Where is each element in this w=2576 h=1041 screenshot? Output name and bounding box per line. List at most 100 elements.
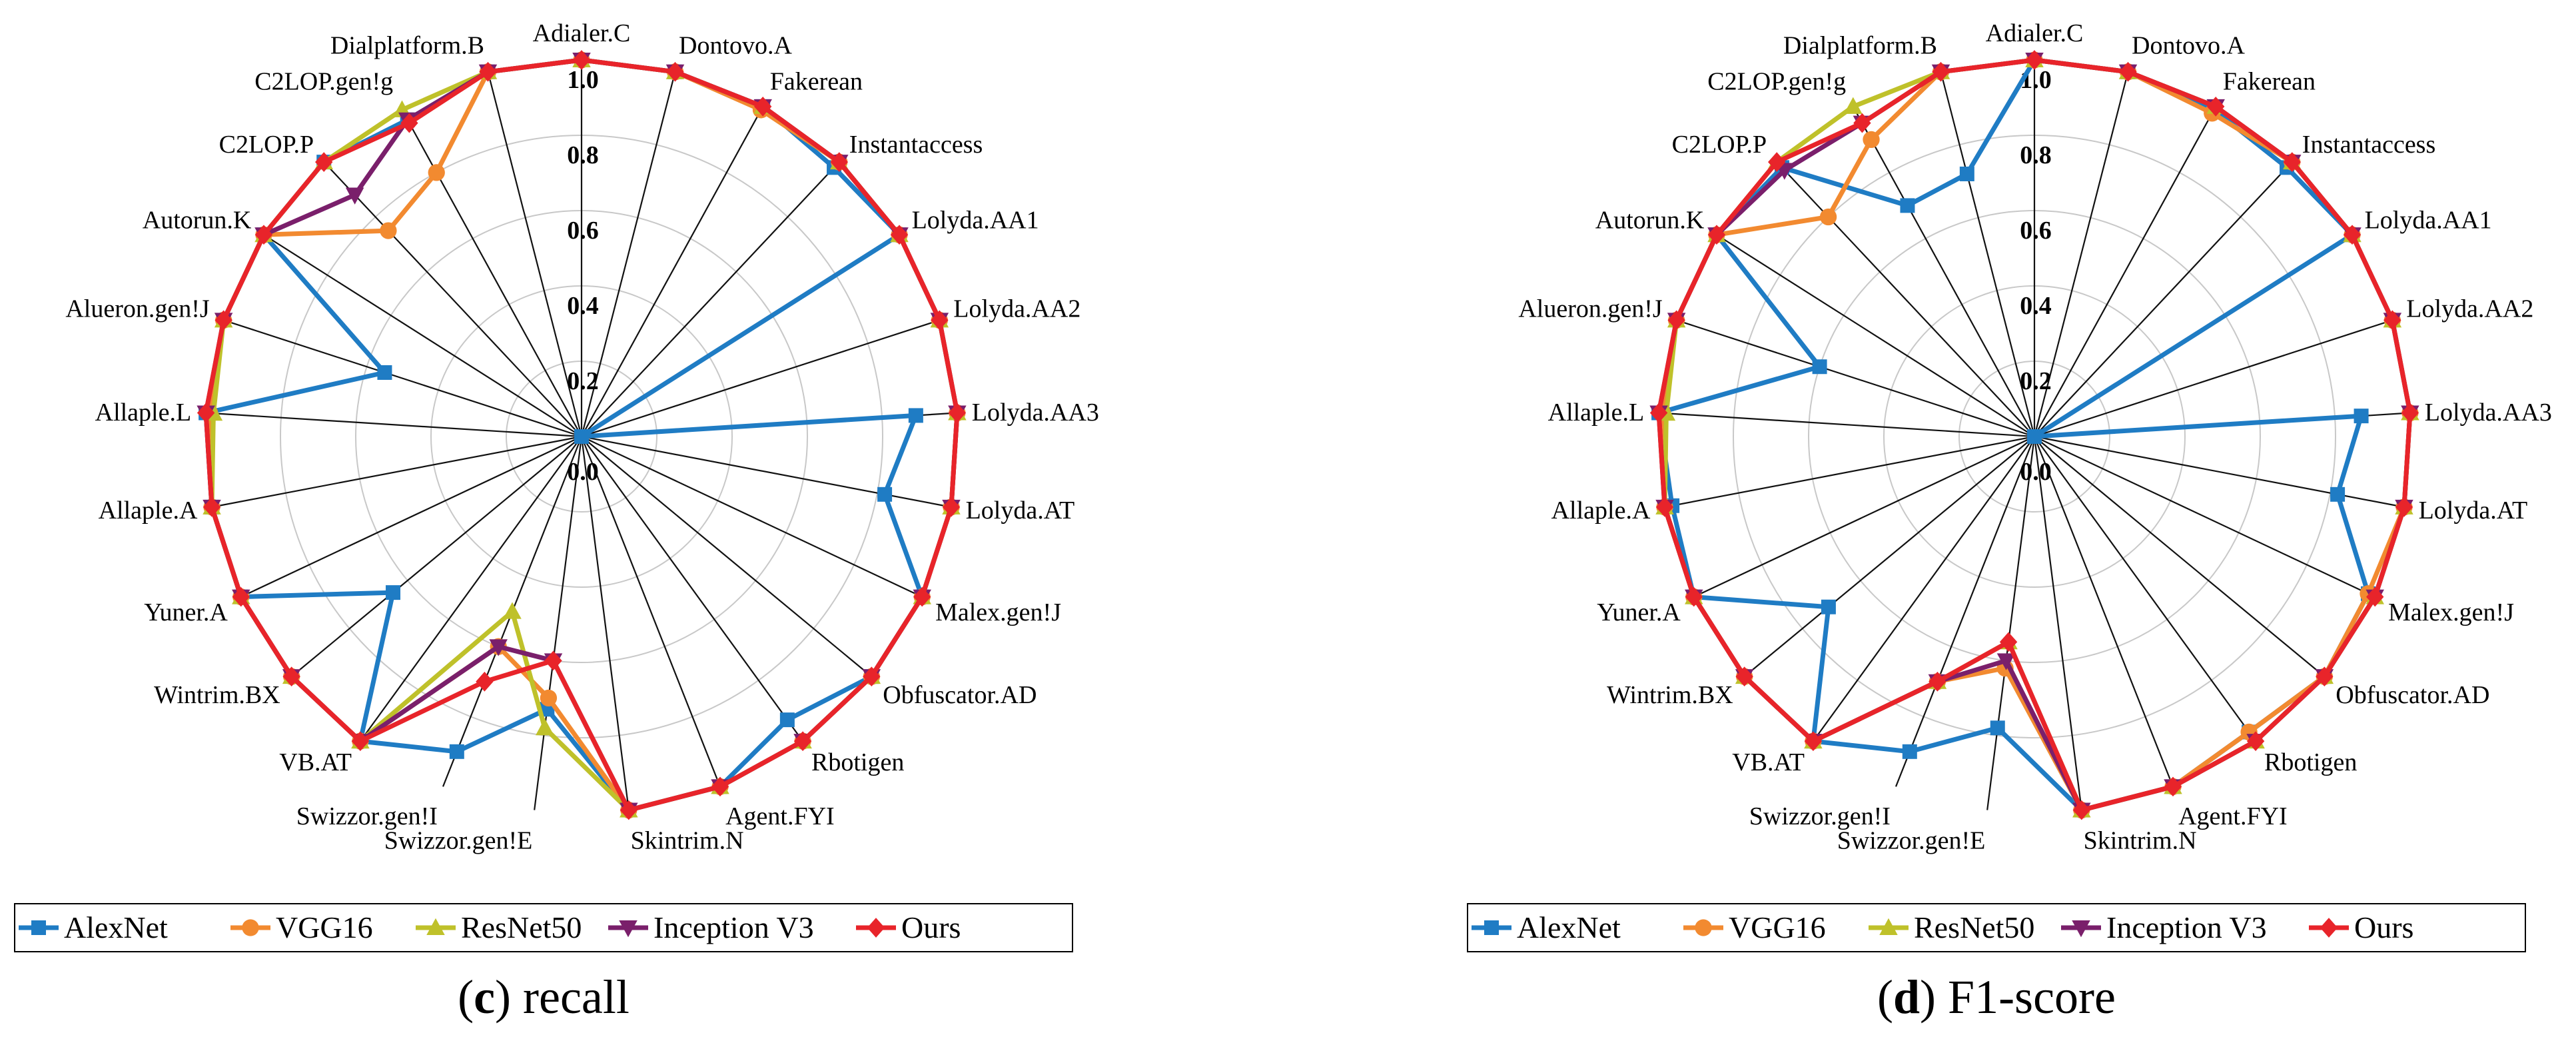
point-inception-v3-c2lop-p <box>345 187 364 205</box>
category-label-fakerean: Fakerean <box>770 68 863 96</box>
point-alexnet-wintrim-bx <box>386 585 401 600</box>
point-ours-dialplatform-b <box>1932 61 1950 82</box>
radial-tick-labels: 0.0 0.2 0.4 0.6 0.8 1.0 <box>567 66 599 486</box>
tick-label: 0.4 <box>567 292 599 320</box>
series-ours <box>1649 50 2419 820</box>
point-alexnet-alueron-gen-j <box>1812 359 1827 375</box>
point-ours-swizzor-gen-e <box>1999 632 2018 652</box>
figure-caption: (c) recall <box>458 970 630 1024</box>
point-ours-dontovo-a <box>2119 61 2137 82</box>
point-ours-instantaccess <box>2283 152 2301 172</box>
legend-marker-inception-v3 <box>619 920 638 938</box>
spoke-swizzor-gen-e <box>534 436 583 810</box>
point-vgg16-c2lop-gen-g <box>1863 131 1880 149</box>
category-label-yuner-a: Yuner.A <box>144 598 228 626</box>
spoke-instantaccess <box>2034 161 2293 437</box>
category-label-alueron-gen-j: Alueron.gen!J <box>65 295 209 323</box>
legend-label-alexnet: AlexNet <box>1517 910 1621 944</box>
legend-frame <box>14 903 1073 952</box>
figure-caption: (d) F1-score <box>1877 970 2116 1024</box>
caption-letter: d <box>1893 970 1920 1024</box>
tick-label: 1.0 <box>567 66 599 94</box>
tick-label: 0.8 <box>2020 141 2052 169</box>
tick-label: 0.8 <box>567 141 599 169</box>
point-inception-v3-swizzor-gen-e <box>1996 653 2016 670</box>
point-ours-autorun-k <box>254 225 273 245</box>
legend-label-inception-v3: Inception V3 <box>653 910 814 944</box>
spoke-allaple-l <box>206 412 582 438</box>
caption-open-paren: ( <box>458 970 474 1024</box>
legend-item-resnet50: ResNet50 <box>1869 910 2034 944</box>
category-labels: Adialer.C Dontovo.A Fakerean Instantaccess L… <box>65 19 1098 854</box>
legend-item-inception-v3: Inception V3 <box>2061 910 2267 944</box>
category-label-instantaccess: Instantaccess <box>2302 131 2435 159</box>
point-alexnet-swizzor-gen-e <box>1990 720 2005 736</box>
point-resnet50-swizzor-gen-i <box>503 602 522 619</box>
point-ours-yuner-a <box>232 586 250 607</box>
tick-label: 0.2 <box>2020 367 2052 395</box>
legend-label-resnet50: ResNet50 <box>461 910 582 944</box>
spoke-dialplatform-b <box>487 71 583 437</box>
caption-close-paren: ) <box>1920 970 1948 1024</box>
point-ours-yuner-a <box>1685 586 1703 607</box>
point-ours-lolyda-aa1 <box>890 225 909 245</box>
category-label-instantaccess: Instantaccess <box>849 131 983 159</box>
point-ours-c2lop-gen-g <box>1853 113 1871 133</box>
tick-label: 0.4 <box>2020 292 2052 320</box>
point-ours-swizzor-gen-i <box>1929 671 1946 692</box>
category-label-fakerean: Fakerean <box>2223 68 2316 96</box>
category-label-dontovo-a: Dontovo.A <box>2132 31 2246 59</box>
spoke-lolyda-aa2 <box>2034 319 2393 438</box>
point-alexnet-lolyda-at <box>877 487 893 502</box>
category-label-c2lop-p: C2LOP.P <box>1672 131 1767 159</box>
spoke-rbotigen <box>2034 436 2256 742</box>
point-alexnet-lolyda-at <box>2330 487 2346 502</box>
category-labels: Adialer.C Dontovo.A Fakerean Instantaccess L… <box>1518 19 2551 854</box>
point-alexnet-swizzor-gen-i <box>449 744 464 759</box>
series-line-ours <box>1656 57 2413 812</box>
point-ours-autorun-k <box>1707 225 1726 245</box>
point-ours-lolyda-at <box>2395 497 2413 517</box>
radial-spokes <box>206 60 957 810</box>
category-label-rbotigen: Rbotigen <box>2264 748 2357 776</box>
point-ours-obfuscator-ad <box>2316 666 2334 686</box>
spoke-dialplatform-b <box>1940 71 2036 437</box>
series-line-ours <box>203 57 960 812</box>
legend-marker-inception-v3 <box>2072 920 2090 938</box>
point-ours-dialplatform-b <box>479 61 497 82</box>
category-label-wintrim-bx: Wintrim.BX <box>154 681 280 709</box>
point-ours-c2lop-gen-g <box>400 113 418 133</box>
point-ours-agent-fyi <box>711 776 729 797</box>
legend-item-alexnet: AlexNet <box>1472 910 1621 944</box>
point-ours-lolyda-at <box>942 497 961 517</box>
category-label-c2lop-gen-g: C2LOP.gen!g <box>254 68 393 96</box>
category-label-allaple-l: Allaple.L <box>1548 399 1645 427</box>
point-ours-adialer-c <box>572 50 591 70</box>
category-label-malex-gen-j: Malex.gen!J <box>2388 598 2514 626</box>
point-ours-alueron-gen-j <box>215 310 232 331</box>
spoke-fakerean <box>2034 106 2217 437</box>
spoke-obfuscator-ad <box>2034 436 2326 677</box>
category-label-swizzor-gen-i: Swizzor.gen!I <box>1749 802 1891 830</box>
point-alexnet-lolyda-aa2 <box>2027 429 2042 444</box>
category-label-skintrim-n: Skintrim.N <box>631 826 744 854</box>
category-label-allaple-l: Allaple.L <box>95 399 192 427</box>
point-ours-rbotigen <box>2246 731 2265 751</box>
caption-open-paren: ( <box>1877 970 1893 1024</box>
point-ours-lolyda-aa3 <box>2401 403 2419 423</box>
point-ours-lolyda-aa3 <box>948 403 967 423</box>
category-label-dialplatform-b: Dialplatform.B <box>1783 31 1937 59</box>
category-label-adialer-c: Adialer.C <box>1986 19 2084 47</box>
category-label-lolyda-at: Lolyda.AT <box>2419 497 2528 524</box>
point-alexnet-alueron-gen-j <box>377 365 392 380</box>
point-ours-allaple-a <box>1655 497 1674 517</box>
spoke-rbotigen <box>581 436 803 742</box>
spoke-wintrim-bx <box>290 436 582 677</box>
spoke-dontovo-a <box>2033 71 2129 437</box>
category-label-vb-at: VB.AT <box>1732 748 1805 776</box>
spoke-c2lop-gen-g <box>399 106 582 437</box>
spoke-fakerean <box>581 106 764 437</box>
tick-label: 0.0 <box>2020 458 2052 486</box>
